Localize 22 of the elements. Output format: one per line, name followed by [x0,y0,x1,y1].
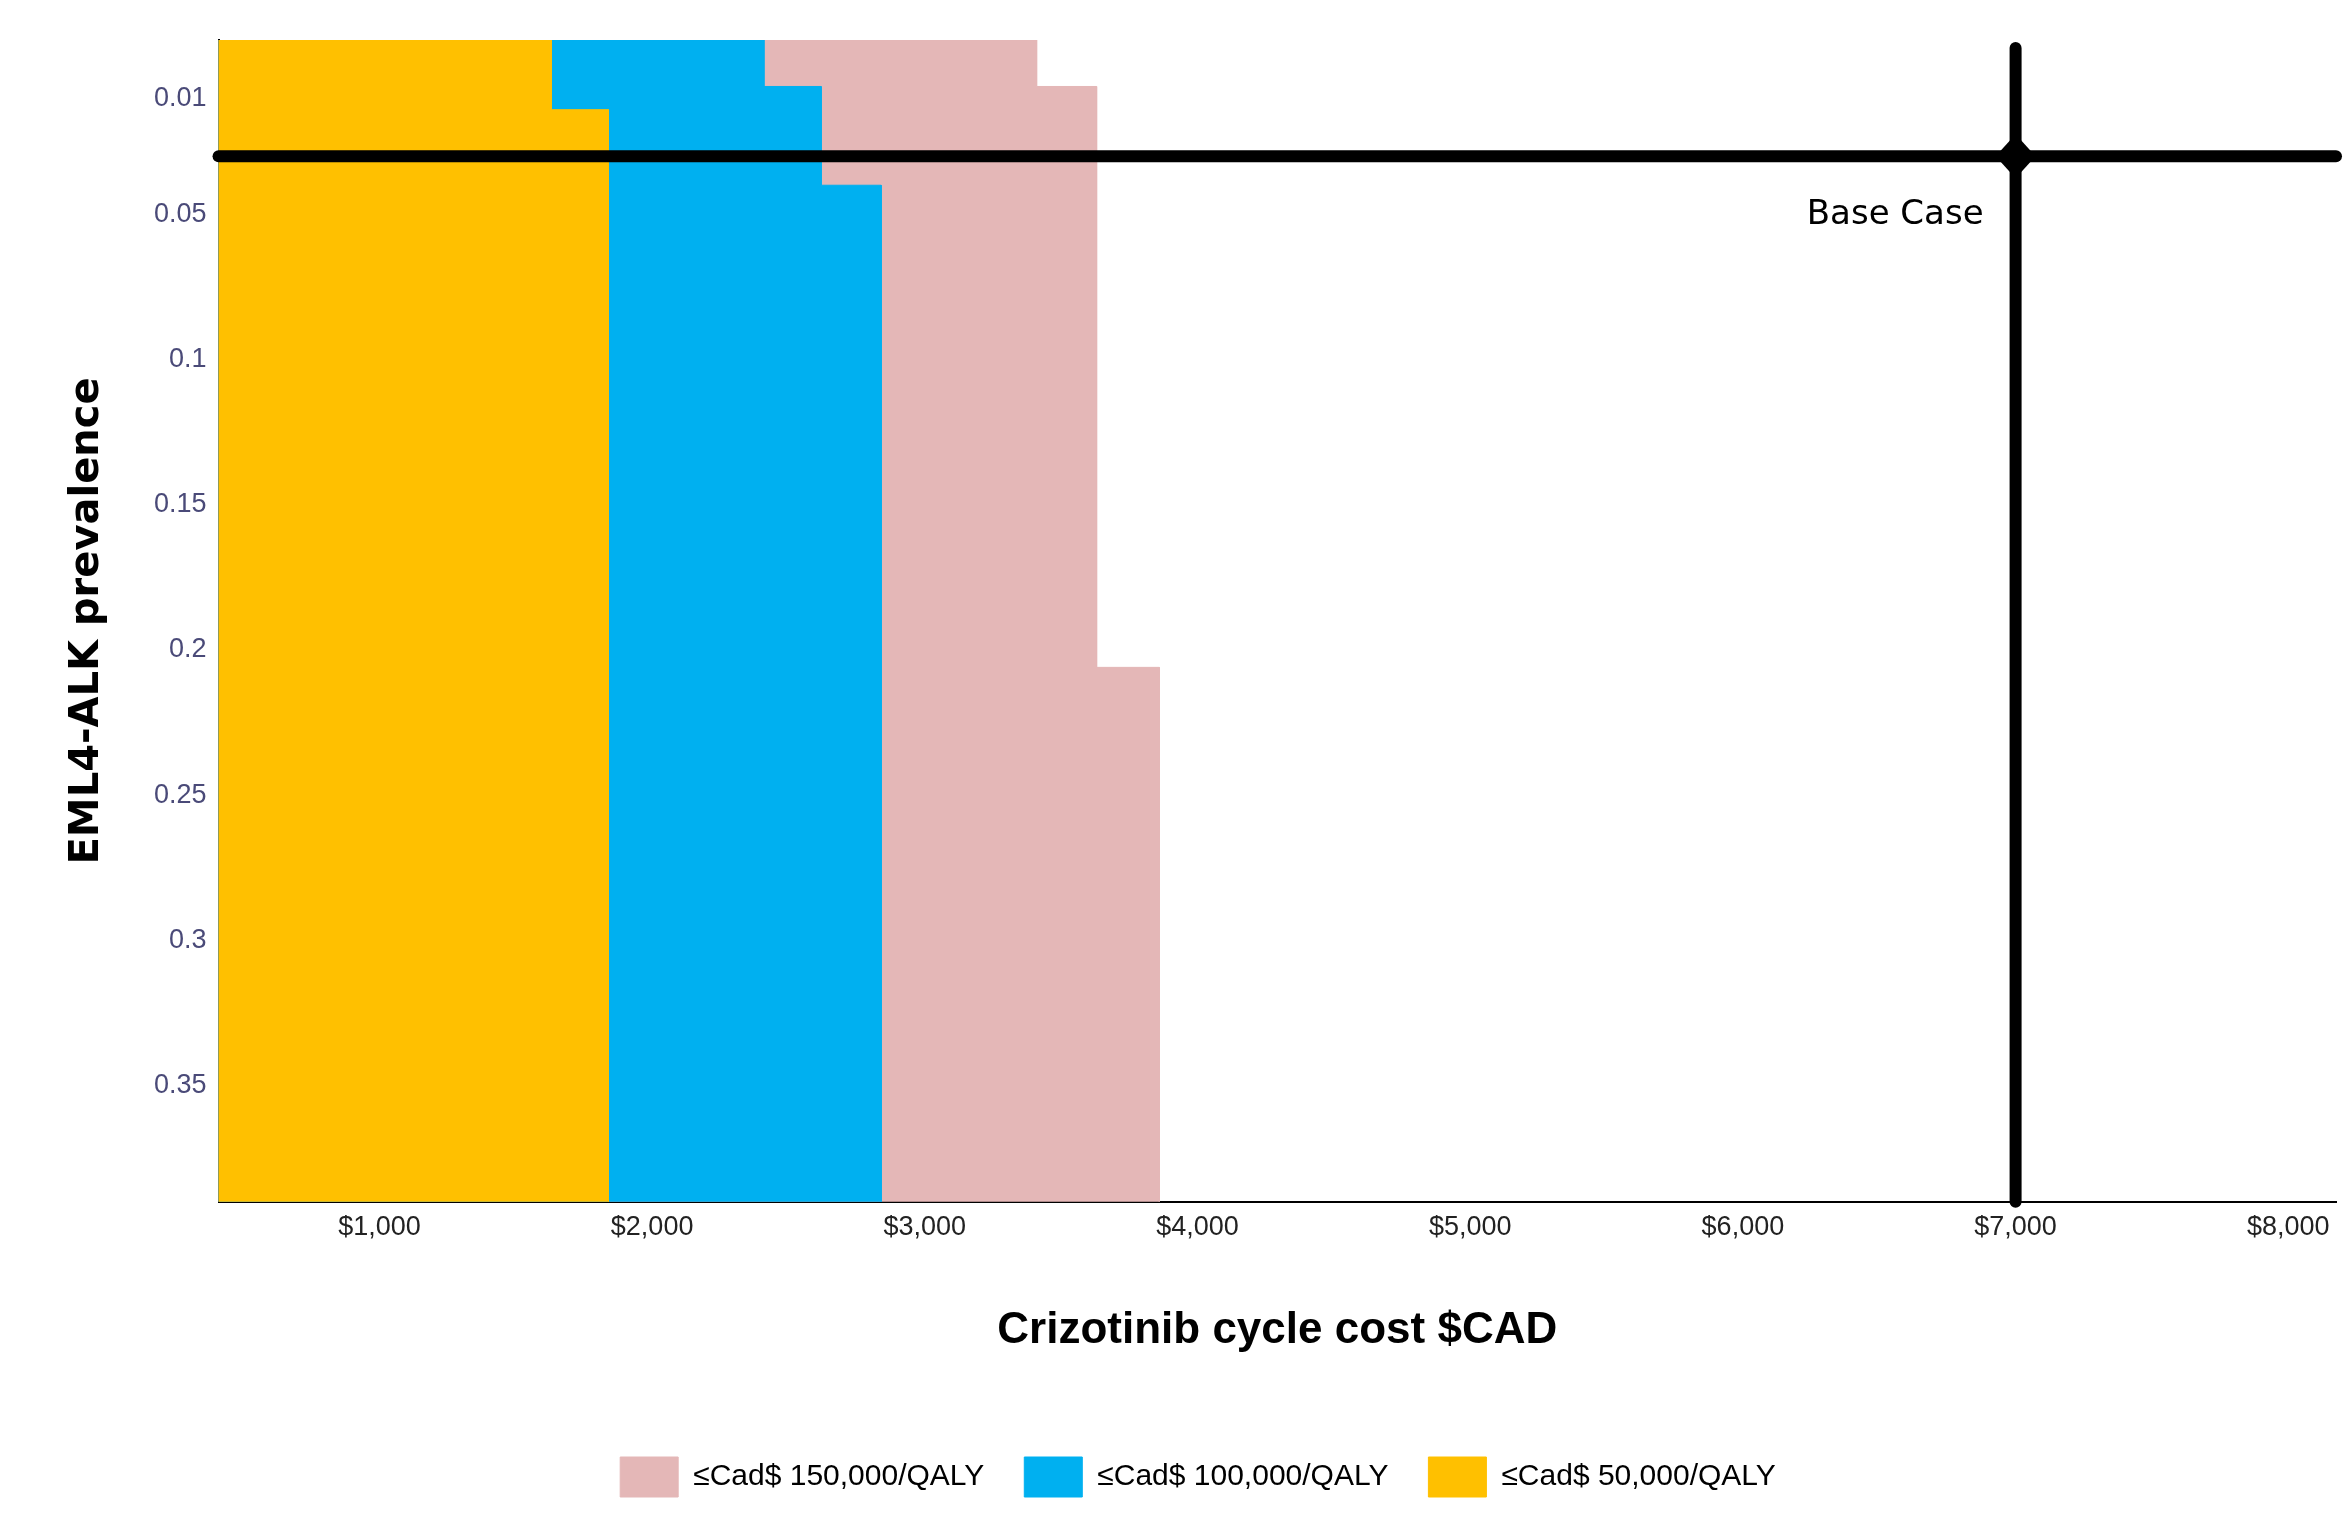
x-axis-title: Crizotinib cycle cost $CAD [997,1302,1558,1352]
y-tick-label: 0.15 [153,488,207,519]
x-tick-label: $3,000 [883,1211,967,1242]
annotation: Base Case [1806,192,1984,233]
legend-label: ≤Cad$ 100,000/QALY [1097,1458,1389,1492]
y-tick-label: 0.25 [153,778,207,809]
x-tick-label: $1,000 [338,1211,421,1242]
y-tick-label: 0.01 [153,81,207,112]
y-tick-label: 0.1 [169,342,207,373]
x-tick-label: $6,000 [1701,1211,1785,1242]
x-tick-label: $4,000 [1156,1211,1239,1242]
y-tick-label: 0.35 [153,1069,207,1100]
x-tick-label: $7,000 [1974,1211,2057,1242]
y-axis-title: EML4-ALK prevalence [61,377,108,865]
y-tick-label: 0.2 [169,633,207,664]
y-tick-label: 0.3 [169,923,207,954]
legend-label: ≤Cad$ 150,000/QALY [693,1458,985,1492]
x-tick-label: $8,000 [2246,1211,2330,1242]
y-tick-label: 0.05 [153,197,207,228]
legend-label: ≤Cad$ 50,000/QALY [1501,1458,1776,1492]
x-tick-label: $2,000 [610,1211,694,1242]
x-tick-label: $5,000 [1428,1211,1512,1242]
